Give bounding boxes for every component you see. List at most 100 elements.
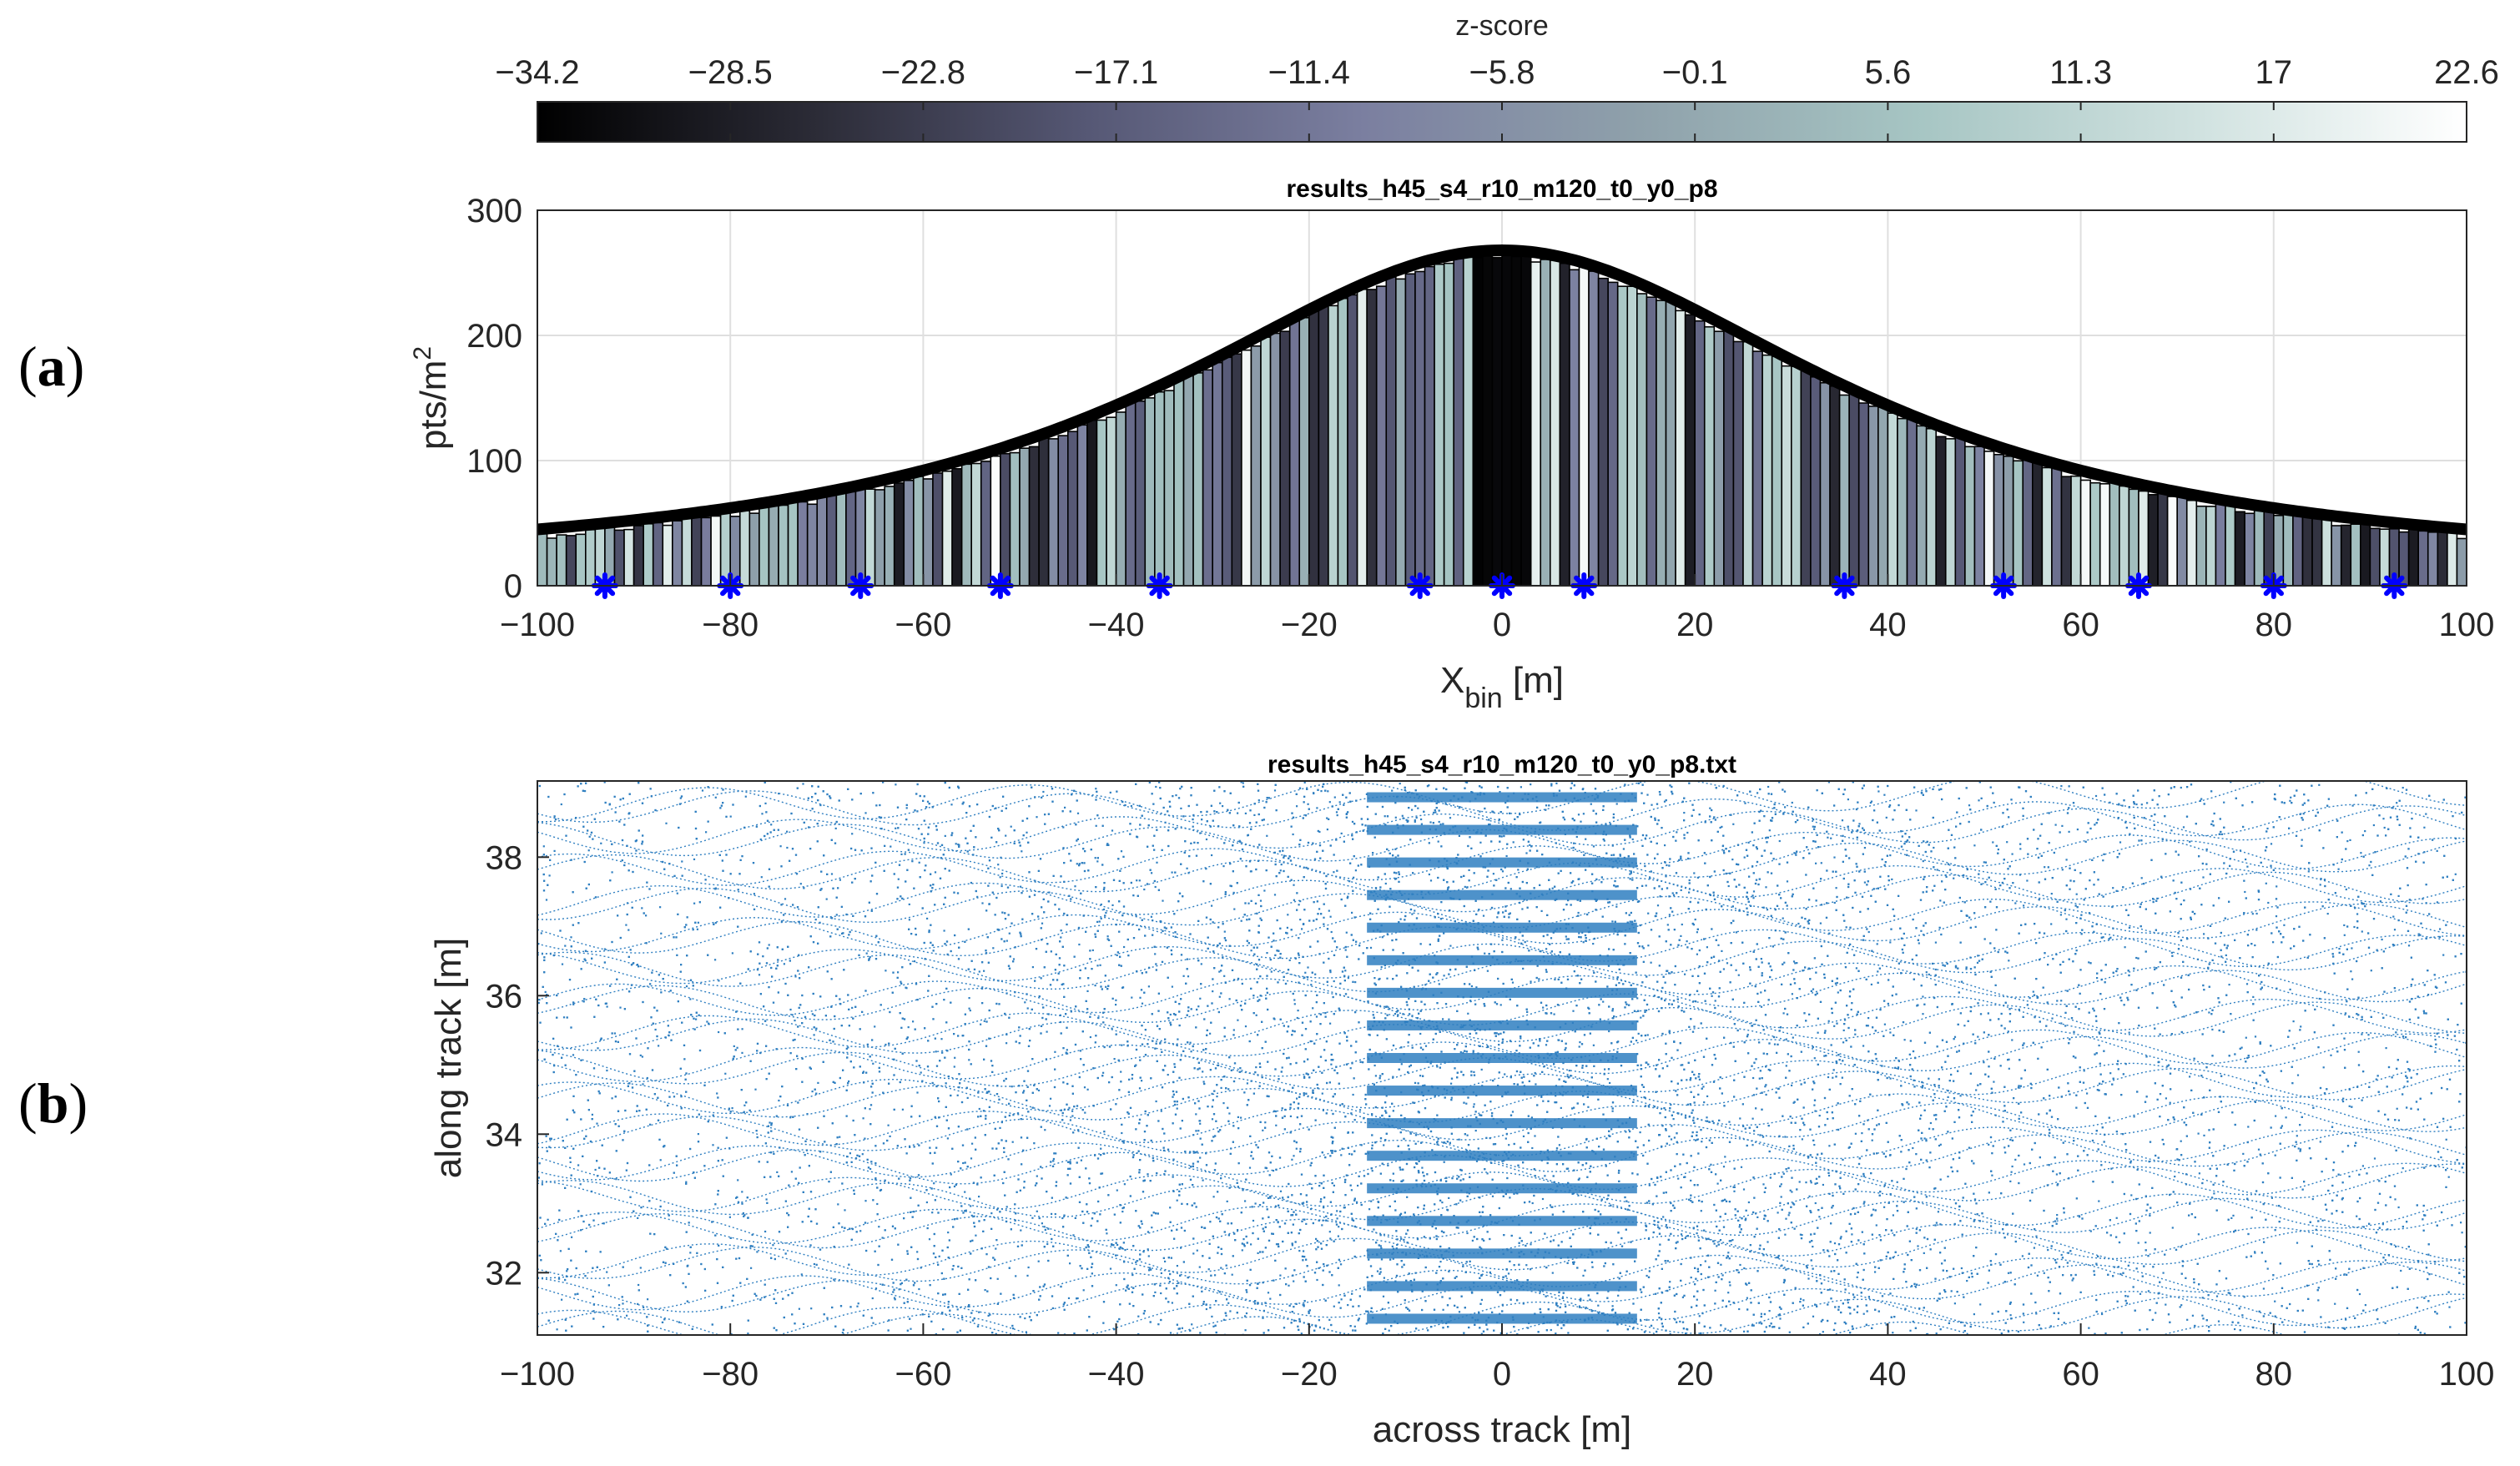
scan-line — [537, 1131, 2467, 1181]
scatter-point — [1681, 1296, 1684, 1298]
scatter-point — [1296, 1097, 1298, 1100]
scatter-point — [794, 975, 797, 978]
scatter-point — [905, 986, 907, 989]
panel-b-points — [537, 781, 2467, 1335]
scatter-point — [943, 929, 945, 932]
scatter-point — [2203, 933, 2205, 935]
bar — [2215, 503, 2226, 587]
bar — [941, 470, 953, 587]
bar — [1877, 406, 1889, 587]
scatter-point — [1252, 1219, 1255, 1222]
scatter-point — [731, 952, 733, 955]
scatter-point — [848, 1080, 850, 1083]
scatter-point — [1743, 1330, 1746, 1332]
scatter-point — [2183, 1015, 2185, 1018]
scatter-point — [1752, 890, 1756, 893]
scatter-point — [1414, 820, 1416, 823]
scatter-point — [641, 907, 643, 909]
scatter-point — [2351, 978, 2354, 980]
bar — [893, 482, 905, 587]
scatter-point — [2461, 1232, 2463, 1234]
scatter-point — [1116, 1243, 1119, 1247]
scan-line — [537, 1213, 2467, 1262]
bar — [1578, 264, 1590, 587]
scatter-point — [1154, 953, 1157, 955]
scatter-point — [1046, 1242, 1049, 1246]
scatter-point — [1966, 1280, 1968, 1282]
scatter-point — [741, 1191, 743, 1193]
scatter-point — [637, 1217, 639, 1219]
scatter-point — [1686, 940, 1688, 943]
scatter-point — [1392, 1180, 1394, 1182]
scatter-point — [1696, 1131, 1698, 1133]
scatter-point — [2014, 1158, 2017, 1161]
scatter-point — [1368, 1208, 1371, 1211]
scatter-point — [1486, 1328, 1489, 1331]
scatter-point — [1892, 1332, 1894, 1334]
scatter-point — [1156, 861, 1158, 864]
scatter-point — [1298, 1250, 1301, 1252]
scatter-point — [2124, 1063, 2127, 1065]
scatter-point — [2301, 839, 2303, 841]
scatter-point — [1094, 857, 1096, 859]
scatter-point — [750, 1267, 753, 1269]
bar — [1973, 446, 1985, 587]
scatter-point — [1592, 943, 1595, 945]
scatter-point — [1720, 1263, 1722, 1266]
scatter-point — [1312, 1007, 1314, 1010]
scatter-point — [1977, 1035, 1979, 1038]
scatter-point — [1686, 831, 1689, 834]
scatter-point — [1121, 1044, 1123, 1046]
scatter-point — [1611, 1008, 1614, 1010]
scatter-point — [1744, 802, 1746, 804]
scatter-point — [2232, 1214, 2235, 1217]
scatter-point — [1280, 864, 1283, 866]
scatter-point — [1289, 1115, 1292, 1117]
scatter-point — [2393, 929, 2397, 931]
scatter-point — [1321, 1224, 1323, 1227]
bar — [2360, 522, 2371, 587]
scatter-point — [1200, 963, 1202, 965]
bar — [2051, 466, 2063, 587]
scatter-point — [1041, 922, 1044, 924]
scatter-point — [970, 1157, 973, 1160]
scatter-point — [1953, 1035, 1957, 1038]
scatter-point — [2383, 826, 2386, 829]
scatter-point — [1391, 1245, 1394, 1247]
scatter-point — [1338, 801, 1341, 804]
scatter-point — [1160, 1272, 1162, 1274]
scatter-point — [1045, 1058, 1047, 1060]
scatter-point — [1211, 1118, 1214, 1121]
scatter-point — [1059, 1020, 1062, 1024]
scatter-point — [1578, 932, 1580, 935]
scatter-point — [1863, 881, 1866, 884]
scatter-point — [2358, 1292, 2361, 1296]
scatter-point — [741, 1028, 743, 1030]
scatter-point — [1196, 1249, 1198, 1252]
scatter-point — [1120, 850, 1123, 853]
panel-a-bars — [537, 254, 2467, 587]
scatter-point — [1572, 1261, 1575, 1264]
scatter-point — [1155, 785, 1157, 788]
bar — [913, 476, 925, 587]
scatter-point — [1822, 1183, 1824, 1186]
scan-line — [537, 1050, 2467, 1098]
bar — [768, 503, 779, 587]
scatter-point — [2146, 802, 2149, 804]
bar — [2427, 531, 2439, 587]
scatter-point — [1944, 874, 1947, 877]
panel-a-y-label-main: pts/m — [413, 360, 454, 451]
scatter-point — [1111, 1027, 1113, 1030]
scatter-point — [1672, 894, 1676, 896]
bar — [1867, 406, 1879, 587]
scatter-point — [2147, 1290, 2150, 1292]
scatter-point — [1558, 1144, 1560, 1146]
bar — [1491, 256, 1503, 587]
scatter-point — [916, 810, 919, 813]
scatter-point — [946, 1137, 949, 1140]
scatter-point — [2350, 970, 2352, 973]
scatter-point — [637, 1302, 639, 1305]
scatter-point — [900, 980, 902, 983]
bar — [1250, 345, 1262, 587]
bar — [1569, 269, 1580, 587]
